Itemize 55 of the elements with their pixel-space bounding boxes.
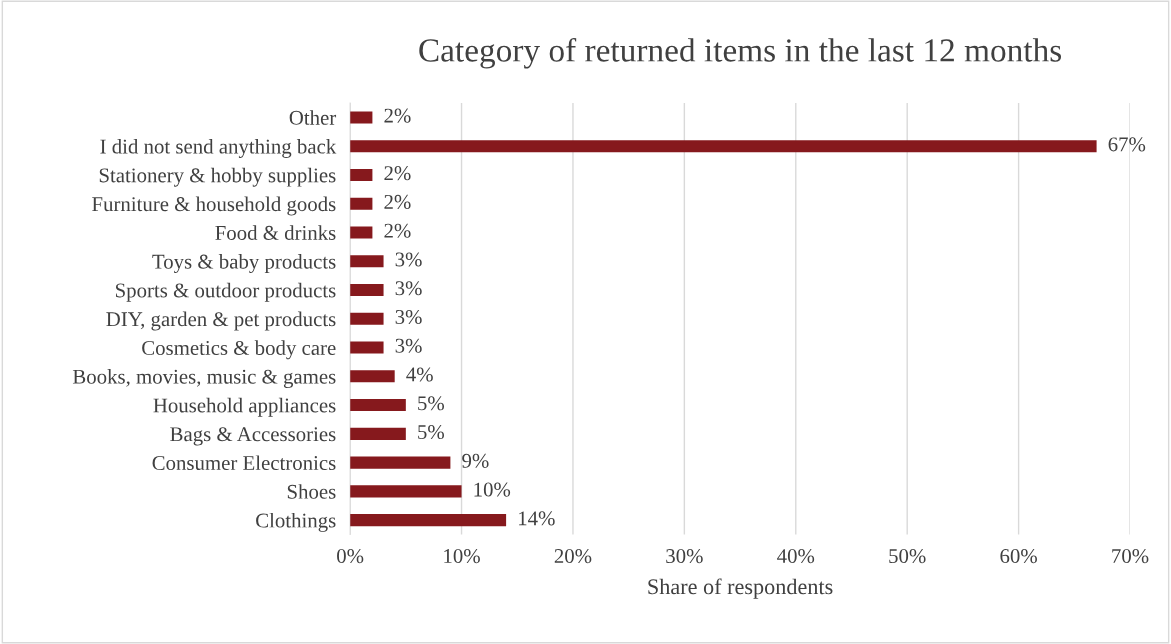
y-tick-label: Shoes	[287, 484, 336, 499]
y-tick-label: Stationery & hobby supplies	[99, 167, 336, 187]
y-tick-label: Household appliances	[153, 397, 336, 417]
bar	[350, 226, 373, 239]
bar	[350, 427, 406, 440]
data-label: 67%	[1108, 137, 1146, 152]
bar	[350, 283, 384, 297]
data-label: 2%	[384, 194, 411, 209]
y-tick-label: I did not send anything back	[100, 138, 337, 158]
data-label: 5%	[418, 396, 445, 411]
data-label: 3%	[395, 252, 422, 267]
y-tick-label: Food & drinks	[215, 225, 336, 240]
data-label: 4%	[406, 367, 433, 382]
x-tick-label: 60%	[1000, 549, 1037, 564]
x-tick-label: 0%	[337, 549, 364, 564]
x-tick-label: 30%	[666, 549, 703, 564]
data-label: 3%	[395, 309, 422, 325]
y-tick-label: Books, movies, music & games	[72, 369, 336, 389]
y-tick-label: Furniture & household goods	[92, 196, 336, 216]
bar	[350, 312, 384, 325]
data-label: 3%	[395, 338, 422, 353]
data-label: 9%	[462, 453, 489, 468]
y-tick-label: Clothings	[256, 512, 336, 532]
bar	[350, 111, 373, 124]
data-label: 5%	[418, 425, 445, 440]
bar	[350, 341, 384, 354]
bar	[350, 140, 1097, 153]
bar	[350, 370, 395, 383]
x-axis-title: Share of respondents	[648, 578, 833, 599]
x-tick-label: 70%	[1112, 549, 1149, 564]
y-tick-label: Bags & Accessories	[170, 427, 336, 446]
bar	[350, 197, 373, 210]
x-tick-label: 20%	[554, 549, 592, 564]
y-tick-label: Cosmetics & body care	[142, 340, 336, 360]
bar	[350, 514, 507, 527]
data-label: 2%	[384, 108, 411, 123]
data-label: 14%	[519, 511, 555, 526]
y-tick-label: Sports & outdoor products	[116, 282, 336, 302]
y-tick-label: Toys & baby products	[152, 254, 336, 273]
bar	[350, 456, 451, 469]
chart-title: Category of returned items in the last 12 months	[419, 37, 1062, 69]
data-label: 2%	[384, 166, 411, 181]
y-tick-label: Consumer Electronics	[152, 455, 336, 471]
data-label: 2%	[384, 223, 411, 238]
x-tick-label: 50%	[889, 549, 926, 564]
data-label: 3%	[395, 281, 422, 296]
x-tick-label: 10%	[444, 549, 480, 564]
y-tick-label: DIY, garden & pet products	[106, 311, 336, 331]
bar	[350, 485, 462, 498]
data-label: 10%	[474, 482, 511, 497]
x-tick-label: 40%	[777, 549, 815, 564]
y-tick-label: Other	[289, 110, 337, 125]
bar	[350, 255, 384, 268]
bar	[350, 168, 373, 181]
bar	[350, 399, 406, 412]
